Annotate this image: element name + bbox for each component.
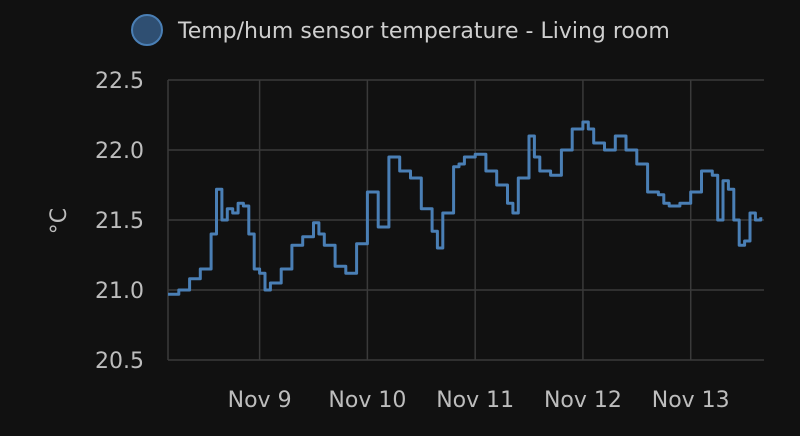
y-tick-label: 21.5 (95, 209, 144, 234)
legend-swatch-icon[interactable] (131, 14, 163, 46)
x-tick-label: Nov 13 (652, 388, 730, 413)
series-line-living-room-temperature (168, 120, 763, 296)
y-axis-ticks: 22.5 22.0 21.5 21.0 20.5 (95, 69, 144, 374)
grid (167, 79, 764, 361)
y-tick-label: 20.5 (95, 349, 144, 374)
x-tick-label: Nov 12 (544, 388, 622, 413)
y-axis-label: °C (47, 208, 72, 234)
y-tick-label: 21.0 (95, 279, 144, 304)
x-axis-ticks: Nov 9 Nov 10 Nov 11 Nov 12 Nov 13 (228, 388, 730, 413)
y-tick-label: 22.5 (95, 69, 144, 94)
x-tick-label: Nov 9 (228, 388, 292, 413)
x-tick-label: Nov 11 (436, 388, 514, 413)
x-tick-label: Nov 10 (328, 388, 406, 413)
legend-label[interactable]: Temp/hum sensor temperature - Living roo… (177, 19, 670, 44)
y-tick-label: 22.0 (95, 139, 144, 164)
legend[interactable]: Temp/hum sensor temperature - Living roo… (131, 14, 670, 46)
